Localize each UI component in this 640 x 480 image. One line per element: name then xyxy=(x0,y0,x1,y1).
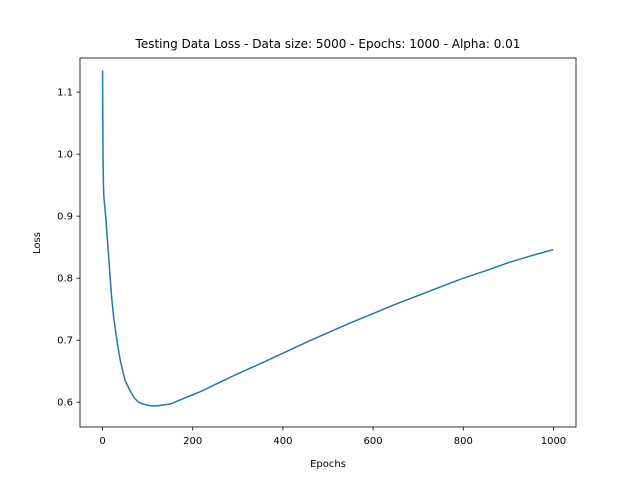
y-tick-label: 1.0 xyxy=(57,150,73,161)
y-axis-ticks: 0.6 0.7 0.8 0.9 1.0 1.1 xyxy=(57,88,80,409)
plot-area xyxy=(80,58,576,427)
y-tick-label: 0.8 xyxy=(57,274,73,285)
x-axis-ticks: 0 200 400 600 800 1000 xyxy=(99,427,566,447)
x-axis-label: Epochs xyxy=(310,459,346,470)
x-tick-label: 200 xyxy=(183,436,202,447)
y-tick-label: 1.1 xyxy=(57,88,73,99)
x-tick-label: 0 xyxy=(99,436,105,447)
loss-series-line xyxy=(101,70,554,407)
plot-frame xyxy=(79,57,577,428)
y-tick-label: 0.7 xyxy=(57,336,73,347)
x-tick-label: 1000 xyxy=(541,436,566,447)
chart-title: Testing Data Loss - Data size: 5000 - Ep… xyxy=(135,37,521,51)
x-tick-label: 600 xyxy=(364,436,383,447)
y-tick-label: 0.9 xyxy=(57,212,73,223)
x-tick-label: 800 xyxy=(454,436,473,447)
x-tick-label: 400 xyxy=(273,436,292,447)
y-tick-label: 0.6 xyxy=(57,398,73,409)
y-axis-label: Loss xyxy=(32,232,43,254)
